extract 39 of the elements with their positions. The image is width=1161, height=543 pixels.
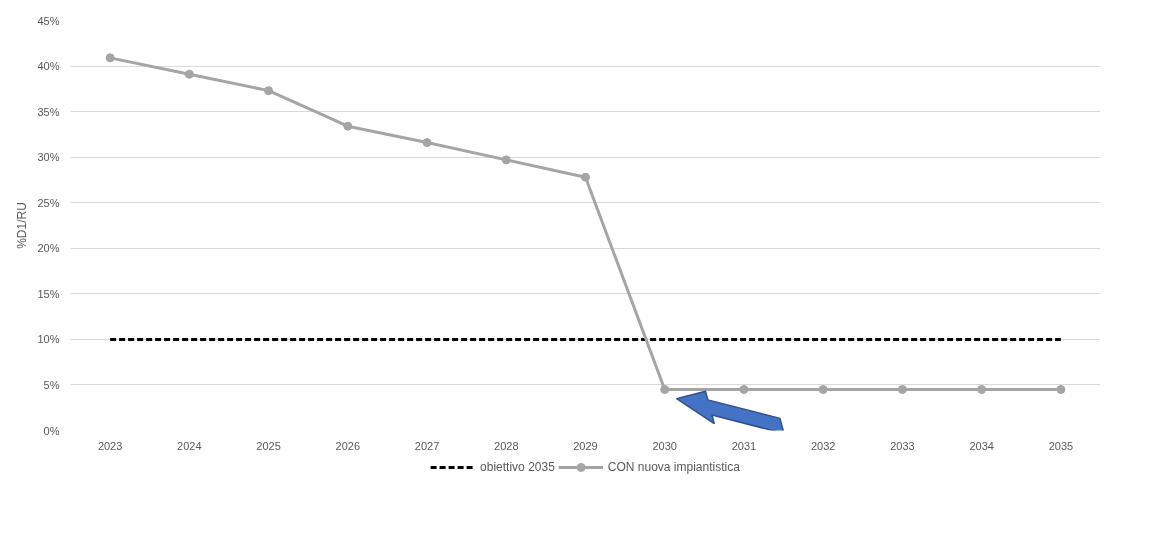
- x-tick-label: 2035: [1048, 439, 1074, 452]
- y-tick-label: 40%: [37, 60, 60, 73]
- point: [264, 86, 274, 96]
- point: [897, 385, 907, 394]
- point: [1056, 385, 1066, 394]
- x-tick-label: 2034: [969, 439, 994, 452]
- x-tick-label: 2032: [810, 439, 836, 452]
- x-tick-label: 2027: [414, 439, 440, 452]
- point: [581, 172, 590, 182]
- x-tick-label: 2024: [177, 439, 202, 452]
- point: [105, 53, 115, 63]
- point: [184, 69, 194, 79]
- y-tick-label: 5%: [43, 378, 60, 391]
- y-tick-label: 35%: [37, 105, 60, 118]
- y-axis-title: %D1/RU: [15, 202, 30, 249]
- point: [501, 155, 511, 165]
- point: [818, 385, 828, 394]
- point: [977, 385, 987, 394]
- point: [422, 138, 432, 148]
- y-tick-label: 0%: [43, 424, 60, 437]
- x-tick-label: 2033: [890, 439, 915, 452]
- point: [660, 385, 670, 394]
- legend-label: CON nuova impiantistica: [607, 460, 740, 474]
- point: [739, 385, 749, 394]
- y-tick-label: 45%: [37, 14, 60, 27]
- y-tick-label: 25%: [37, 196, 60, 209]
- x-tick-label: 2023: [97, 439, 123, 452]
- y-tick-label: 20%: [37, 242, 60, 255]
- x-tick-label: 2030: [652, 439, 677, 452]
- y-tick-label: 30%: [37, 151, 60, 164]
- x-tick-label: 2026: [335, 439, 361, 452]
- legend-label: obiettivo 2035: [480, 460, 555, 474]
- y-tick-label: 10%: [37, 333, 60, 346]
- y-tick-label: 15%: [37, 287, 60, 300]
- x-tick-label: 2031: [731, 439, 757, 452]
- x-tick-label: 2029: [573, 439, 598, 452]
- x-tick-label: 2025: [256, 439, 281, 452]
- point: [343, 121, 353, 131]
- x-tick-label: 2028: [494, 439, 519, 452]
